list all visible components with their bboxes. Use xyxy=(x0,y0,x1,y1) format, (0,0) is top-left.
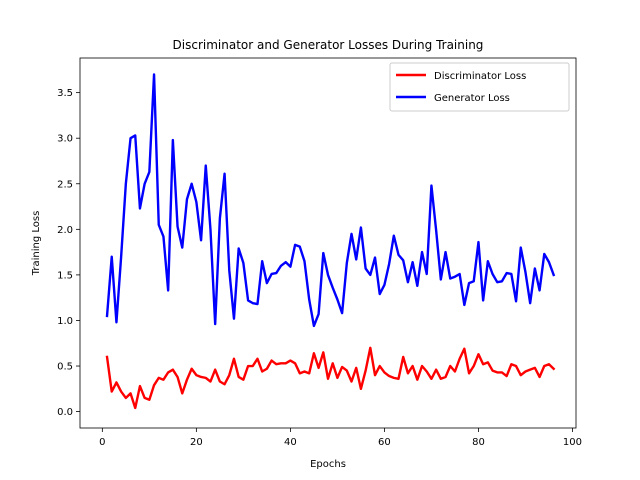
legend-label-generator: Generator Loss xyxy=(434,93,510,104)
y-axis-label: Training Loss xyxy=(31,211,42,277)
y-tick-label: 1.0 xyxy=(57,316,73,327)
chart-title: Discriminator and Generator Losses Durin… xyxy=(173,38,484,52)
x-tick-label: 40 xyxy=(284,437,297,448)
y-tick-label: 2.0 xyxy=(57,225,73,236)
y-tick-label: 0.0 xyxy=(57,407,73,418)
x-tick-label: 100 xyxy=(563,437,582,448)
x-tick-label: 0 xyxy=(99,437,105,448)
plot-area xyxy=(80,58,576,428)
series-layer xyxy=(105,73,556,410)
legend-box xyxy=(389,62,570,112)
y-tick-label: 0.5 xyxy=(57,362,73,373)
x-tick-label: 80 xyxy=(472,437,485,448)
x-tick-label: 60 xyxy=(378,437,391,448)
series-line-generator-loss xyxy=(105,73,556,328)
series-line-discriminator-loss xyxy=(105,346,556,410)
y-tick-label: 3.0 xyxy=(57,134,73,145)
y-tick-label: 3.5 xyxy=(57,88,73,99)
legend: Discriminator Loss Generator Loss xyxy=(389,62,570,112)
y-tick-label: 1.5 xyxy=(57,270,73,281)
x-tick-label: 20 xyxy=(190,437,203,448)
x-axis-ticks: 0 20 40 60 80 100 xyxy=(99,428,582,448)
y-axis-ticks: 0.0 0.5 1.0 1.5 2.0 2.5 3.0 3.5 xyxy=(57,88,80,418)
y-tick-label: 2.5 xyxy=(57,179,73,190)
plot-frame xyxy=(79,57,577,429)
legend-label-discriminator: Discriminator Loss xyxy=(434,71,526,82)
x-axis-label: Epochs xyxy=(310,459,346,470)
